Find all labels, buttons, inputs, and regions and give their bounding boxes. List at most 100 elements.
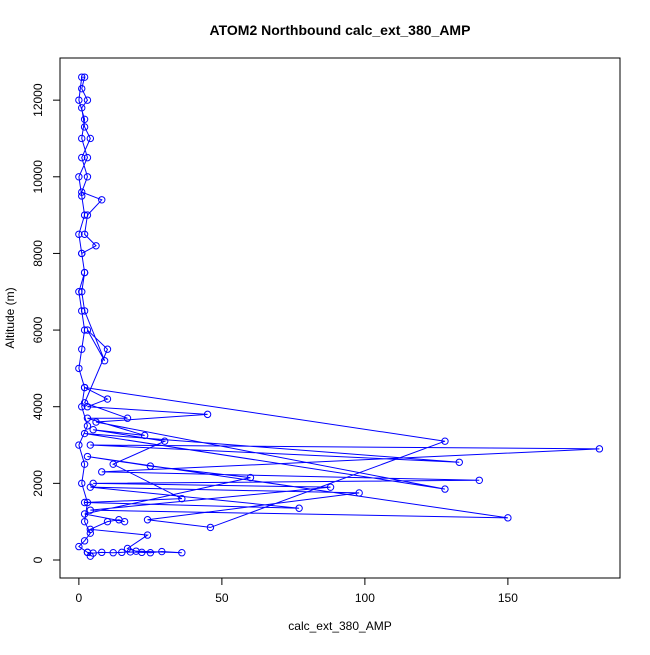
data-point [83, 422, 92, 430]
data-point [80, 326, 89, 334]
data-point [80, 537, 89, 545]
data-point [441, 485, 449, 493]
x-tick-label: 100 [355, 591, 375, 605]
data-point [86, 441, 95, 449]
data-point [75, 542, 83, 551]
data-point [80, 429, 89, 438]
data-point [83, 96, 92, 104]
data-point [246, 473, 255, 482]
data-point [80, 123, 89, 131]
y-tick-label: 12000 [31, 83, 45, 117]
data-point [595, 445, 604, 453]
x-axis-label: calc_ext_380_AMP [288, 619, 391, 633]
data-point [295, 504, 303, 512]
data-point [123, 414, 132, 422]
data-point [475, 476, 483, 484]
data-point [75, 230, 83, 238]
data-point [158, 547, 166, 556]
data-point [80, 115, 89, 124]
data-point [504, 514, 512, 522]
data-point [132, 547, 140, 555]
data-point [78, 403, 86, 411]
data-point [78, 288, 86, 296]
y-axis-label: Altitude (m) [3, 287, 17, 348]
data-point [355, 489, 363, 497]
data-point [80, 498, 89, 507]
data-point [441, 437, 449, 445]
data-point [86, 525, 95, 534]
data-point [75, 288, 83, 296]
data-point [80, 510, 89, 518]
data-point [118, 548, 126, 557]
y-tick-label: 0 [31, 556, 45, 563]
data-point [109, 460, 117, 468]
y-tick-label: 4000 [31, 393, 45, 420]
data-point [103, 395, 112, 403]
data-point [83, 498, 92, 507]
data-point [98, 196, 106, 204]
data-point [86, 529, 95, 537]
data-point [89, 426, 97, 434]
data-point [83, 211, 92, 219]
data-point [92, 242, 100, 250]
data-point [80, 211, 89, 219]
data-point [178, 549, 186, 557]
data-point [83, 153, 92, 162]
y-tick-label: 6000 [31, 316, 45, 343]
data-point [78, 192, 86, 200]
data-point [86, 134, 95, 143]
data-point [123, 544, 132, 553]
data-point [455, 458, 463, 466]
data-point [86, 506, 95, 514]
data-point [203, 410, 212, 419]
data-point [120, 517, 129, 526]
data-point [75, 364, 83, 373]
data-point [326, 483, 335, 491]
data-point [80, 268, 89, 277]
data-point [83, 326, 92, 334]
data-point [98, 548, 106, 557]
data-point [75, 441, 83, 449]
data-point [92, 418, 100, 426]
data-point [78, 345, 86, 353]
y-tick-label: 2000 [31, 470, 45, 497]
x-tick-label: 150 [498, 591, 518, 605]
data-point [83, 452, 92, 461]
data-point [78, 73, 86, 81]
data-point [83, 414, 92, 422]
data-point [83, 173, 92, 181]
data-point [143, 531, 152, 539]
y-tick-label: 10000 [31, 160, 45, 194]
data-point [160, 437, 169, 445]
data-point [98, 468, 106, 476]
data-point [78, 104, 86, 112]
data-point [78, 307, 86, 315]
data-point [206, 523, 215, 532]
data-point [78, 188, 86, 196]
data-point [78, 479, 86, 488]
data-point [103, 345, 112, 353]
data-point [86, 483, 95, 491]
data-point [109, 549, 117, 557]
data-point [75, 96, 83, 104]
data-point [80, 460, 89, 468]
data-point [80, 383, 89, 392]
data-point [75, 173, 83, 181]
data-point [140, 431, 149, 440]
data-point [178, 494, 186, 503]
data-point [146, 462, 155, 470]
data-point [78, 249, 86, 258]
x-tick-label: 50 [215, 591, 229, 605]
data-point [78, 84, 86, 93]
series-line [78, 76, 600, 557]
data-point [78, 153, 86, 162]
data-point [146, 549, 155, 557]
data-point [80, 517, 89, 526]
chart-title: ATOM2 Northbound calc_ext_380_AMP [210, 22, 471, 38]
data-point [86, 552, 95, 560]
data-point [78, 134, 86, 143]
data-point [103, 517, 112, 526]
data-point [143, 516, 152, 524]
